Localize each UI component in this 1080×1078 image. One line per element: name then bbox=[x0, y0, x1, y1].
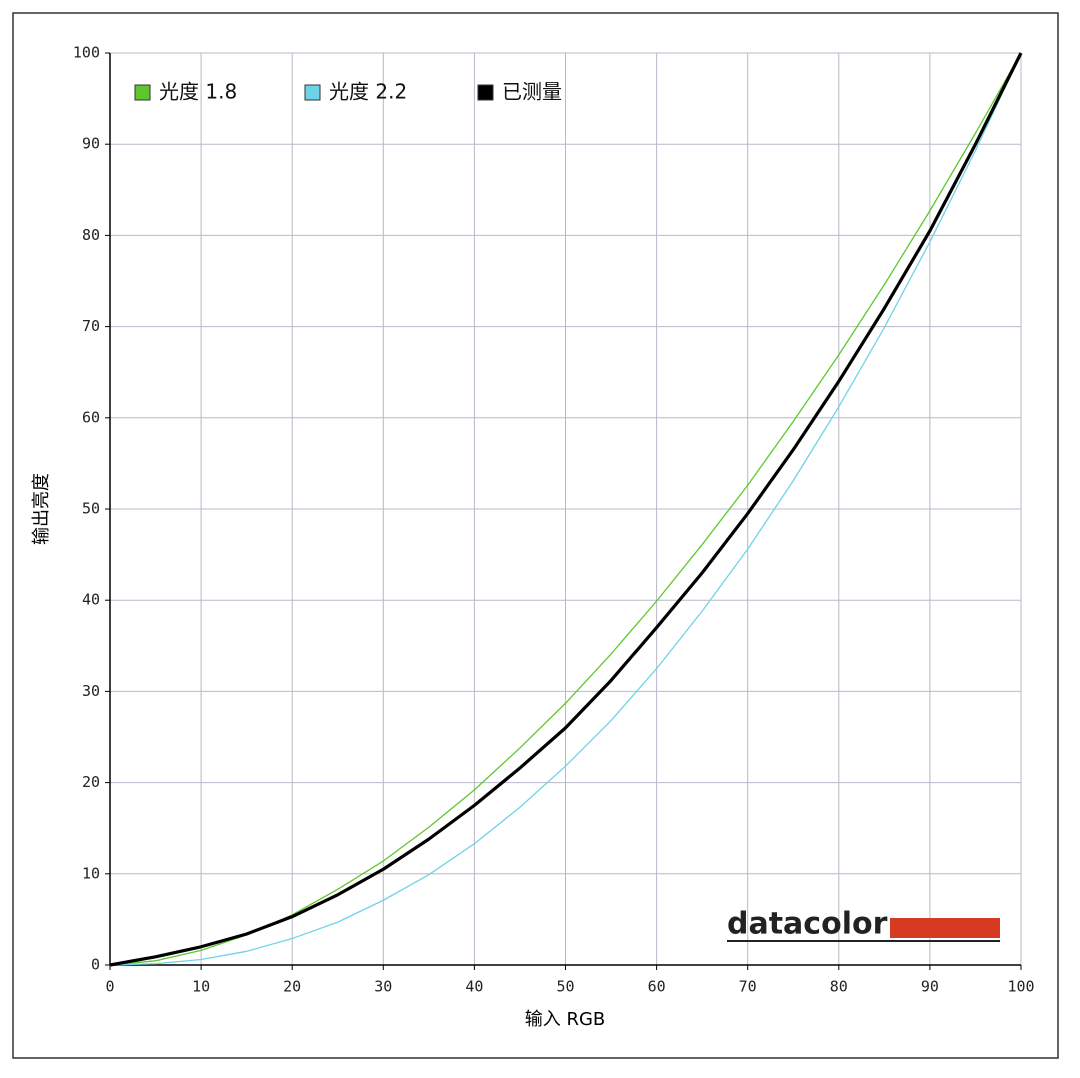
y-tick-label: 20 bbox=[82, 773, 100, 791]
y-tick-label: 60 bbox=[82, 408, 100, 426]
x-tick-label: 90 bbox=[921, 978, 939, 996]
y-tick-label: 50 bbox=[82, 500, 100, 518]
x-tick-label: 70 bbox=[739, 978, 757, 996]
legend-label: 光度 2.2 bbox=[329, 80, 407, 104]
x-tick-label: 80 bbox=[830, 978, 848, 996]
y-tick-label: 40 bbox=[82, 591, 100, 609]
legend-label: 已测量 bbox=[502, 80, 562, 104]
y-tick-label: 90 bbox=[82, 135, 100, 153]
frame bbox=[12, 12, 1059, 1059]
y-axis-label: 输出亮度 bbox=[31, 473, 52, 545]
x-tick-label: 40 bbox=[465, 978, 483, 996]
series-line bbox=[109, 52, 1023, 967]
x-tick-label: 10 bbox=[192, 978, 210, 996]
legend-swatch bbox=[304, 84, 321, 101]
y-tick-label: 100 bbox=[73, 44, 100, 62]
y-tick-label: 10 bbox=[82, 864, 100, 882]
x-tick-label: 20 bbox=[283, 978, 301, 996]
y-tick-label: 80 bbox=[82, 226, 100, 244]
x-axis-label: 输入 RGB bbox=[525, 1009, 606, 1030]
y-tick-label: 70 bbox=[82, 317, 100, 335]
legend-swatch bbox=[134, 84, 151, 101]
x-tick-label: 50 bbox=[556, 978, 574, 996]
logo: datacolor bbox=[727, 907, 888, 942]
y-tick-label: 0 bbox=[91, 956, 100, 974]
logo-bar bbox=[890, 918, 1000, 938]
y-tick-label: 30 bbox=[82, 682, 100, 700]
series-line bbox=[109, 52, 1022, 966]
legend-swatch bbox=[477, 84, 494, 101]
x-tick-label: 100 bbox=[1007, 978, 1034, 996]
x-tick-label: 0 bbox=[105, 978, 114, 996]
legend-label: 光度 1.8 bbox=[159, 80, 237, 104]
x-tick-label: 30 bbox=[374, 978, 392, 996]
x-tick-label: 60 bbox=[648, 978, 666, 996]
